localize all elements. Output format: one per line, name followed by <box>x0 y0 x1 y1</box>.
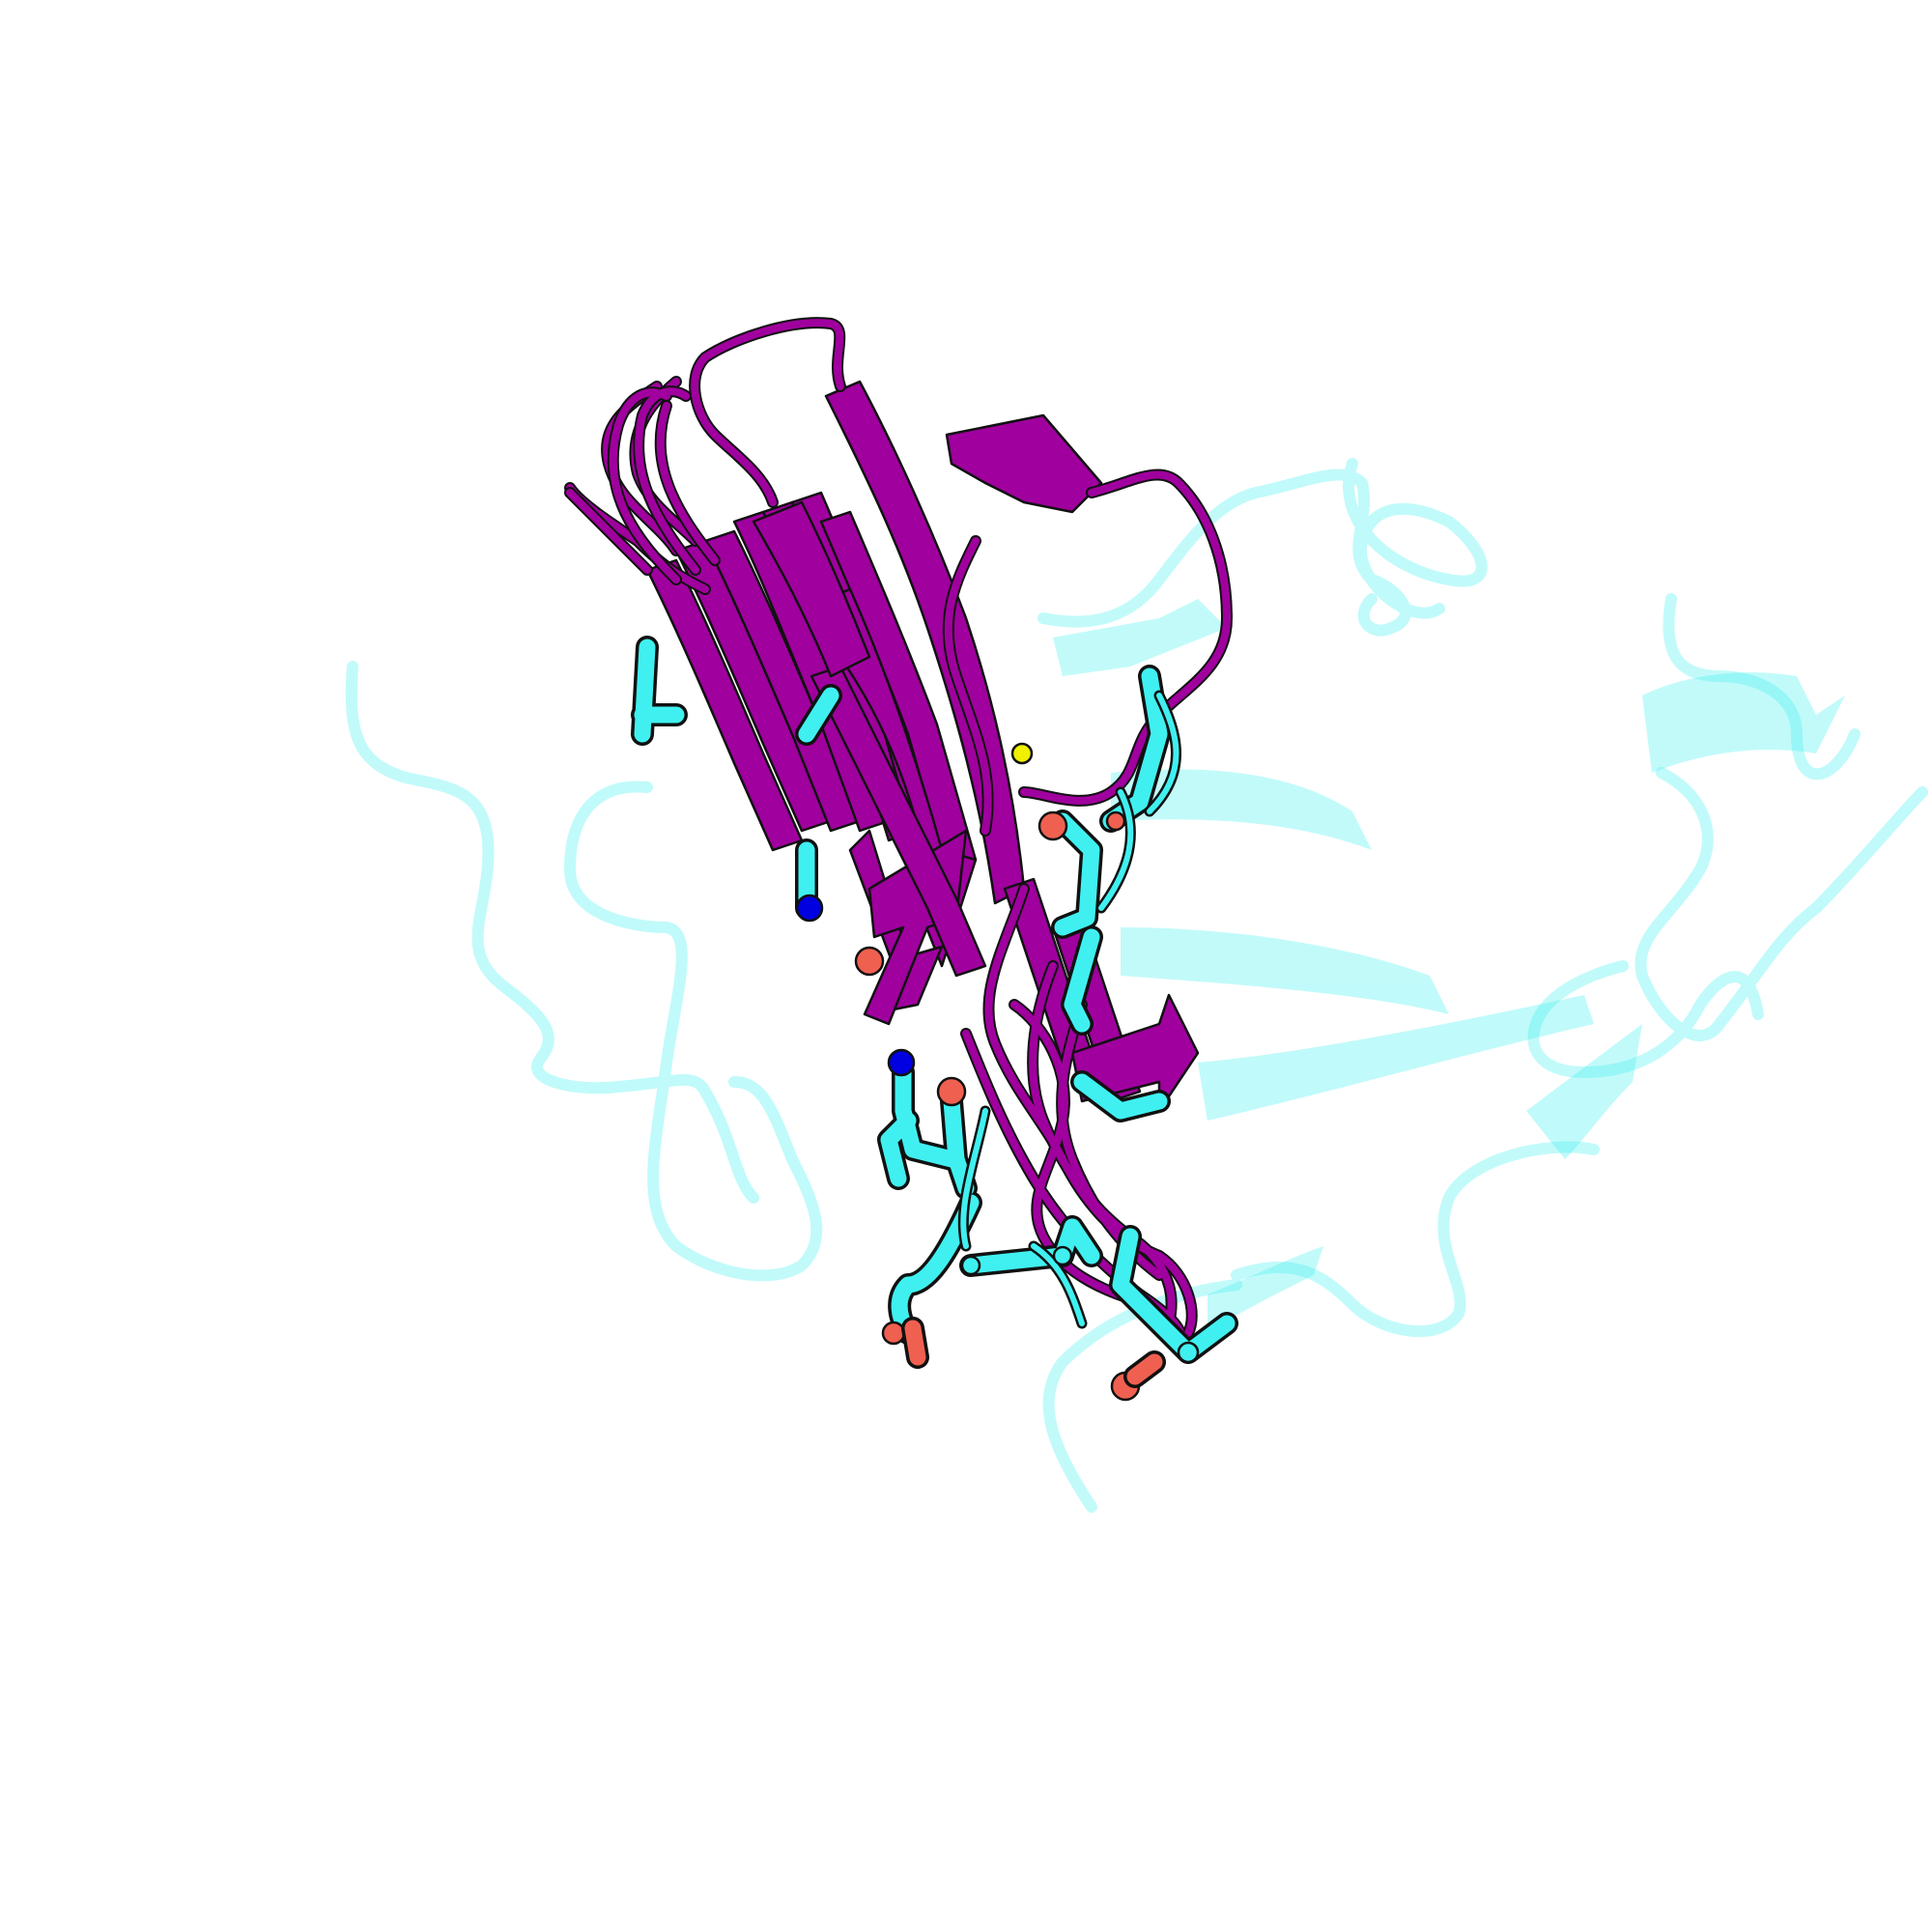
residue-right-low-fill <box>1073 1073 1168 1120</box>
secondary-coil-top <box>1037 469 1411 637</box>
secondary-strand-6 <box>1526 1024 1642 1159</box>
carbon-joint <box>1052 1245 1073 1266</box>
secondary-strand-3 <box>1121 927 1449 1014</box>
loop-bottom-bundle-2-fill <box>1029 962 1176 1327</box>
strand-top-flag <box>945 413 1103 514</box>
oxygen-stick-fill <box>904 1320 1163 1385</box>
secondary-coil-left <box>345 661 759 1204</box>
secondary-coil-bottom <box>1231 1141 1600 1338</box>
residue-center-ring-fill <box>1064 928 1100 1033</box>
oxygen-atom <box>854 946 885 977</box>
oxygen-atom <box>1037 810 1068 841</box>
connector-fill <box>960 693 1179 1326</box>
oxygen-atom <box>881 1321 906 1346</box>
loop-top-fill <box>691 319 844 506</box>
residue-bottom-link-fill <box>962 1218 1100 1274</box>
secondary-coil-right-lower <box>1634 767 1928 1041</box>
oxygen-atom <box>936 1076 967 1107</box>
residue-left-top-fill <box>634 639 685 743</box>
residue-lower-center-fill <box>943 1093 975 1197</box>
red-stick-ends <box>901 1317 1166 1388</box>
loop-middle-ribbon-fill <box>944 537 992 835</box>
secondary-strand-7 <box>1208 1246 1323 1333</box>
thin-connectors <box>957 690 1181 1329</box>
left-hairpin-turns <box>564 385 721 585</box>
carbon-joint <box>1177 1341 1200 1364</box>
secondary-strand-2 <box>1111 769 1372 850</box>
sulfur-atom <box>1010 742 1034 765</box>
loop-twist-fill <box>1010 1001 1153 1308</box>
stick-residues <box>631 636 1238 1402</box>
secondary-strand-5 <box>1642 672 1845 773</box>
nitrogen-atom <box>887 1048 916 1077</box>
secondary-coil-loop <box>564 781 823 1282</box>
residue-center-left-fill <box>798 687 839 743</box>
secondary-coil-top-loop <box>1343 458 1488 619</box>
hairpin-turns-fill <box>566 387 719 583</box>
residue-lower-ring-fill <box>880 1112 917 1187</box>
residue-bottom-right-fill <box>1112 1228 1236 1361</box>
secondary-sheet-arrows <box>1053 599 1845 1333</box>
oxygen-atom <box>1105 810 1126 832</box>
secondary-strand-4 <box>1198 995 1594 1121</box>
strand-mid-fan <box>810 665 987 978</box>
secondary-coil-right <box>1662 593 1861 781</box>
carbon-joint <box>960 1255 981 1276</box>
loop-right-long-fill <box>1020 470 1231 805</box>
nitrogen-atom <box>795 894 824 923</box>
secondary-strand-1 <box>1053 599 1227 676</box>
secondary-coil-mid <box>1527 960 1764 1078</box>
residue-right-mid-fill <box>1054 812 1100 936</box>
strand-upper-left <box>752 500 871 678</box>
